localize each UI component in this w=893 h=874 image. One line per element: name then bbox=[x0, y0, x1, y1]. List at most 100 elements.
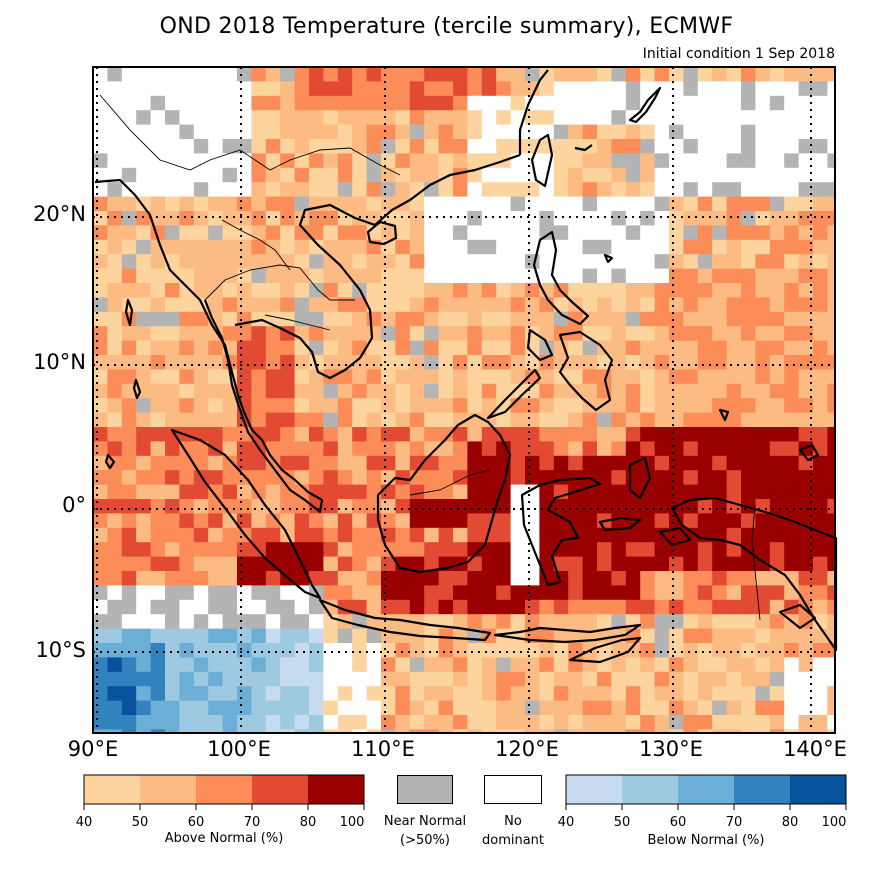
grid-cell bbox=[409, 283, 425, 298]
grid-cell bbox=[467, 571, 483, 586]
grid-cell bbox=[337, 326, 353, 342]
grid-cell bbox=[568, 571, 584, 586]
grid-cell bbox=[381, 671, 396, 687]
grid-cell bbox=[611, 542, 627, 558]
grid-cell bbox=[539, 383, 555, 399]
grid-cell bbox=[625, 441, 641, 457]
grid-cell bbox=[654, 556, 670, 572]
grid-cell bbox=[409, 513, 425, 529]
grid-cell bbox=[683, 513, 699, 529]
grid-cell bbox=[467, 81, 483, 97]
grid-cell bbox=[510, 340, 526, 356]
grid-cell bbox=[582, 513, 598, 529]
grid-cell bbox=[208, 571, 224, 586]
grid-cell bbox=[769, 571, 785, 586]
grid-cell bbox=[193, 686, 209, 702]
grid-cell bbox=[453, 239, 468, 255]
grid-cell bbox=[309, 311, 324, 327]
grid-cell bbox=[611, 340, 627, 356]
grid-cell bbox=[280, 715, 296, 730]
grid-cell bbox=[741, 527, 756, 543]
grid-cell bbox=[208, 455, 224, 471]
grid-cell bbox=[712, 643, 728, 658]
grid-cell bbox=[611, 499, 627, 514]
grid-cell bbox=[496, 427, 512, 442]
grid-cell bbox=[467, 671, 483, 687]
grid-cell bbox=[813, 715, 828, 730]
grid-cell bbox=[813, 268, 828, 284]
grid-cell bbox=[654, 124, 670, 140]
grid-cell bbox=[93, 283, 108, 298]
grid-cell bbox=[568, 455, 584, 471]
grid-cell bbox=[683, 283, 699, 298]
grid-cell bbox=[208, 67, 224, 82]
grid-cell bbox=[352, 455, 368, 471]
grid-cell bbox=[424, 571, 440, 586]
grid-cell bbox=[323, 657, 339, 673]
grid-cell bbox=[582, 657, 598, 673]
grid-cell bbox=[769, 412, 785, 428]
grid-cell bbox=[294, 700, 310, 716]
grid-cell bbox=[640, 556, 656, 572]
grid-cell bbox=[222, 599, 238, 615]
grid-cell bbox=[165, 182, 180, 198]
grid-cell bbox=[366, 81, 382, 97]
grid-cell bbox=[582, 571, 598, 586]
grid-cell bbox=[525, 513, 540, 529]
grid-cell bbox=[784, 326, 800, 342]
grid-cell bbox=[597, 124, 612, 140]
grid-cell bbox=[438, 427, 454, 442]
grid-cell bbox=[121, 441, 137, 457]
grid-cell bbox=[337, 715, 353, 730]
grid-cell bbox=[179, 311, 195, 327]
grid-cell bbox=[611, 686, 627, 702]
lat-label-20n: 20°N bbox=[33, 202, 86, 226]
grid-cell bbox=[107, 599, 123, 615]
grid-cell bbox=[697, 484, 713, 500]
grid-cell bbox=[741, 585, 756, 601]
grid-cell bbox=[726, 355, 742, 370]
probability-grid bbox=[93, 67, 835, 733]
grid-cell bbox=[611, 715, 627, 730]
grid-cell bbox=[683, 470, 699, 486]
grid-cell bbox=[165, 470, 180, 486]
grid-cell bbox=[438, 326, 454, 342]
grid-cell bbox=[121, 153, 137, 169]
grid-cell bbox=[193, 441, 209, 457]
grid-cell bbox=[294, 671, 310, 687]
grid-cell bbox=[611, 326, 627, 342]
grid-cell bbox=[165, 139, 180, 154]
grid-cell bbox=[237, 542, 252, 558]
grid-cell bbox=[179, 657, 195, 673]
grid-cell bbox=[827, 167, 835, 183]
grid-cell bbox=[597, 81, 612, 97]
grid-cell bbox=[827, 715, 835, 730]
grid-cell bbox=[654, 427, 670, 442]
grid-cell bbox=[309, 268, 324, 284]
grid-cell bbox=[539, 398, 555, 414]
grid-cell bbox=[568, 239, 584, 255]
grid-cell bbox=[193, 556, 209, 572]
grid-cell bbox=[467, 326, 483, 342]
grid-cell bbox=[525, 427, 540, 442]
grid-cell bbox=[625, 513, 641, 529]
grid-cell bbox=[755, 95, 771, 111]
grid-cell bbox=[798, 340, 814, 356]
grid-cell bbox=[251, 383, 267, 399]
grid-cell bbox=[553, 599, 569, 615]
grid-cell bbox=[697, 455, 713, 471]
grid-cell bbox=[798, 484, 814, 500]
grid-cell bbox=[683, 326, 699, 342]
above-colorbar-swatch bbox=[308, 775, 364, 804]
grid-cell bbox=[481, 455, 497, 471]
grid-cell bbox=[726, 225, 742, 241]
grid-cell bbox=[769, 628, 785, 644]
grid-cell bbox=[237, 499, 252, 514]
grid-cell bbox=[813, 67, 828, 82]
grid-cell bbox=[813, 556, 828, 572]
grid-cell bbox=[337, 182, 353, 198]
grid-cell bbox=[568, 153, 584, 169]
grid-cell bbox=[510, 283, 526, 298]
grid-cell bbox=[265, 455, 281, 471]
grid-cell bbox=[712, 441, 728, 457]
